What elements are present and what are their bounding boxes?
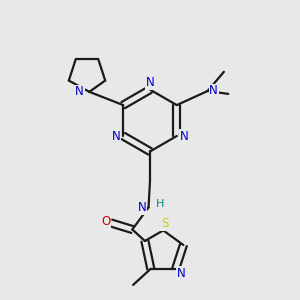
- Text: O: O: [101, 215, 110, 228]
- Text: N: N: [75, 85, 84, 98]
- Text: N: N: [177, 267, 185, 280]
- Text: N: N: [112, 130, 120, 142]
- Text: S: S: [161, 218, 168, 230]
- Text: N: N: [138, 201, 146, 214]
- Text: H: H: [155, 199, 164, 209]
- Text: N: N: [209, 85, 218, 98]
- Text: N: N: [180, 130, 188, 142]
- Text: N: N: [146, 76, 154, 89]
